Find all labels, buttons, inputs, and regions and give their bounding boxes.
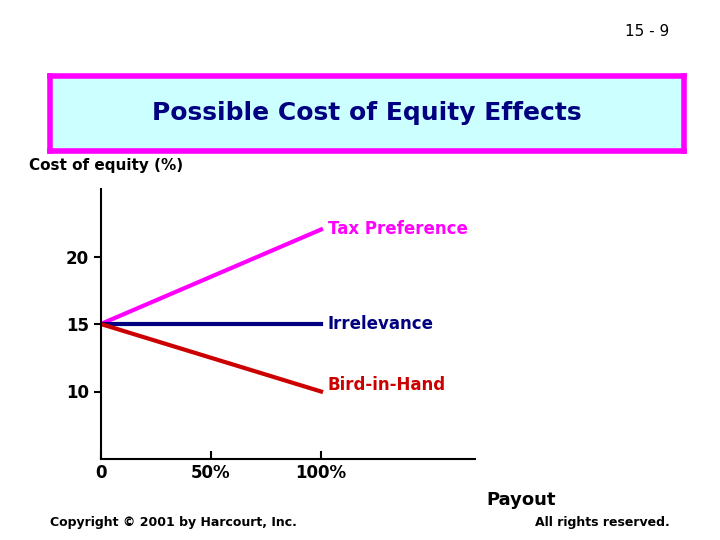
Text: Bird-in-Hand: Bird-in-Hand (328, 376, 446, 394)
Text: Tax Preference: Tax Preference (328, 220, 467, 239)
Text: Payout: Payout (487, 491, 556, 509)
Text: Copyright © 2001 by Harcourt, Inc.: Copyright © 2001 by Harcourt, Inc. (50, 516, 297, 529)
Text: All rights reserved.: All rights reserved. (535, 516, 670, 529)
Text: Cost of equity (%): Cost of equity (%) (29, 158, 183, 173)
Text: Possible Cost of Equity Effects: Possible Cost of Equity Effects (153, 102, 582, 125)
Text: 15 - 9: 15 - 9 (626, 24, 670, 39)
Text: Irrelevance: Irrelevance (328, 315, 433, 333)
